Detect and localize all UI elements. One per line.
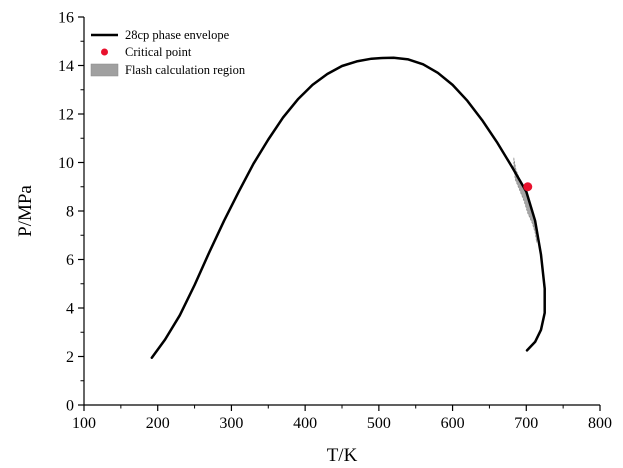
y-axis-title: P/MPa bbox=[15, 185, 36, 237]
legend-envelope-label: 28cp phase envelope bbox=[125, 28, 230, 42]
plot-area bbox=[150, 56, 546, 359]
x-tick-label: 300 bbox=[219, 415, 243, 432]
x-axis-title: T/K bbox=[327, 445, 358, 466]
x-tick-label: 200 bbox=[146, 415, 170, 432]
legend-flash-label: Flash calculation region bbox=[125, 63, 246, 77]
flash-region-area bbox=[513, 157, 539, 243]
y-tick-label: 2 bbox=[66, 349, 74, 366]
y-tick-label: 12 bbox=[58, 107, 74, 124]
y-tick-label: 0 bbox=[66, 398, 74, 415]
x-tick-label: 100 bbox=[72, 415, 96, 432]
x-tick-label: 700 bbox=[514, 415, 538, 432]
phase-envelope-line bbox=[150, 56, 546, 359]
y-tick-label: 8 bbox=[66, 204, 74, 221]
y-tick-label: 6 bbox=[66, 252, 74, 269]
legend-flash-swatch bbox=[90, 63, 119, 77]
y-tick-label: 10 bbox=[58, 155, 74, 172]
x-tick-label: 800 bbox=[588, 415, 612, 432]
legend-critical-label: Critical point bbox=[125, 45, 192, 59]
y-tick-label: 14 bbox=[58, 58, 74, 75]
legend: 28cp phase envelope Critical point Flash… bbox=[90, 28, 246, 77]
y-tick-label: 4 bbox=[66, 301, 74, 318]
axes: 100 200 300 400 500 600 700 800 0 2 4 6 8 10 12 14 16 bbox=[58, 10, 612, 433]
critical-point-marker bbox=[523, 182, 533, 192]
legend-critical-swatch bbox=[101, 48, 108, 56]
x-tick-label: 600 bbox=[441, 415, 465, 432]
x-tick-label: 500 bbox=[367, 415, 391, 432]
x-tick-label: 400 bbox=[293, 415, 317, 432]
y-tick-label: 16 bbox=[58, 10, 74, 27]
